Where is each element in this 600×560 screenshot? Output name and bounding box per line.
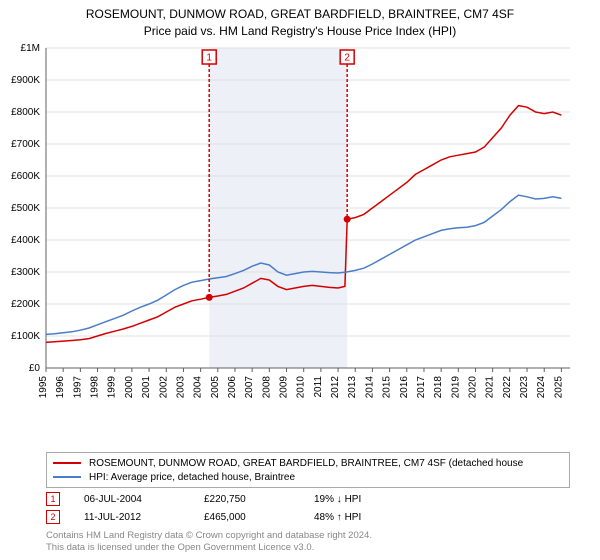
x-tick-label: 2018 [433, 376, 444, 399]
y-tick-label: £200K [11, 299, 40, 310]
x-tick-label: 2014 [364, 376, 375, 399]
sale-pct: 48% ↑ HPI [314, 512, 414, 523]
x-tick-label: 2003 [175, 376, 186, 399]
x-tick-label: 2001 [141, 376, 152, 399]
y-tick-label: £400K [11, 235, 40, 246]
plot-area: £0£100K£200K£300K£400K£500K£600K£700K£80… [46, 48, 570, 398]
sale-marker: 1 [46, 492, 60, 506]
x-tick-label: 1996 [55, 376, 66, 399]
x-tick-label: 2015 [382, 376, 393, 399]
x-tick-label: 2006 [227, 376, 238, 399]
sale-pct: 19% ↓ HPI [314, 494, 414, 505]
x-tick-label: 1999 [107, 376, 118, 399]
chart-title-line1: ROSEMOUNT, DUNMOW ROAD, GREAT BARDFIELD,… [0, 0, 600, 23]
x-tick-label: 2025 [553, 376, 564, 399]
legend-label: HPI: Average price, detached house, Brai… [89, 472, 295, 483]
x-tick-label: 2004 [193, 376, 204, 399]
x-tick-label: 2012 [330, 376, 341, 399]
sale-row: 1 06-JUL-2004£220,75019% ↓ HPI [46, 490, 570, 508]
legend: ROSEMOUNT, DUNMOW ROAD, GREAT BARDFIELD,… [46, 452, 570, 488]
y-tick-label: £500K [11, 203, 40, 214]
x-tick-label: 2000 [124, 376, 135, 399]
attribution-line1: Contains HM Land Registry data © Crown c… [46, 530, 570, 542]
x-tick-label: 1997 [72, 376, 83, 399]
y-tick-label: £0 [29, 363, 41, 374]
sale-marker-dot [206, 294, 213, 301]
x-tick-label: 2017 [416, 376, 427, 399]
sale-marker-number: 1 [206, 53, 212, 64]
sale-price: £220,750 [204, 494, 314, 505]
x-tick-label: 2002 [158, 376, 169, 399]
y-tick-label: £1M [21, 43, 40, 54]
chart-container: ROSEMOUNT, DUNMOW ROAD, GREAT BARDFIELD,… [0, 0, 600, 560]
chart-title-line2: Price paid vs. HM Land Registry's House … [0, 23, 600, 40]
legend-row: ROSEMOUNT, DUNMOW ROAD, GREAT BARDFIELD,… [53, 456, 563, 470]
y-tick-label: £700K [11, 139, 40, 150]
x-tick-label: 1998 [90, 376, 101, 399]
x-tick-label: 2013 [347, 376, 358, 399]
y-tick-label: £900K [11, 75, 40, 86]
x-tick-label: 2022 [502, 376, 513, 399]
y-tick-label: £100K [11, 331, 40, 342]
y-tick-label: £600K [11, 171, 40, 182]
legend-swatch [53, 462, 81, 464]
sales-table: 1 06-JUL-2004£220,75019% ↓ HPI 2 11-JUL-201… [46, 490, 570, 526]
x-tick-label: 2009 [279, 376, 290, 399]
x-tick-label: 2023 [519, 376, 530, 399]
x-tick-label: 2016 [399, 376, 410, 399]
x-tick-label: 2020 [468, 376, 479, 399]
sale-marker-dot [344, 216, 351, 223]
x-tick-label: 2011 [313, 376, 324, 398]
attribution: Contains HM Land Registry data © Crown c… [46, 530, 570, 554]
x-tick-label: 2005 [210, 376, 221, 399]
x-tick-label: 2007 [244, 376, 255, 399]
sale-marker-number: 2 [344, 53, 350, 64]
x-tick-label: 2010 [296, 376, 307, 399]
sale-date: 11-JUL-2012 [84, 512, 204, 523]
y-tick-label: £800K [11, 107, 40, 118]
legend-label: ROSEMOUNT, DUNMOW ROAD, GREAT BARDFIELD,… [89, 458, 523, 469]
sale-date: 06-JUL-2004 [84, 494, 204, 505]
legend-swatch [53, 476, 81, 478]
sale-price: £465,000 [204, 512, 314, 523]
x-tick-label: 1995 [38, 376, 49, 399]
sale-row: 2 11-JUL-2012£465,00048% ↑ HPI [46, 508, 570, 526]
x-tick-label: 2021 [485, 376, 496, 399]
legend-row: HPI: Average price, detached house, Brai… [53, 470, 563, 484]
sale-marker: 2 [46, 510, 60, 524]
attribution-line2: This data is licensed under the Open Gov… [46, 542, 570, 554]
x-tick-label: 2024 [536, 376, 547, 399]
y-tick-label: £300K [11, 267, 40, 278]
x-tick-label: 2019 [450, 376, 461, 399]
x-tick-label: 2008 [261, 376, 272, 399]
